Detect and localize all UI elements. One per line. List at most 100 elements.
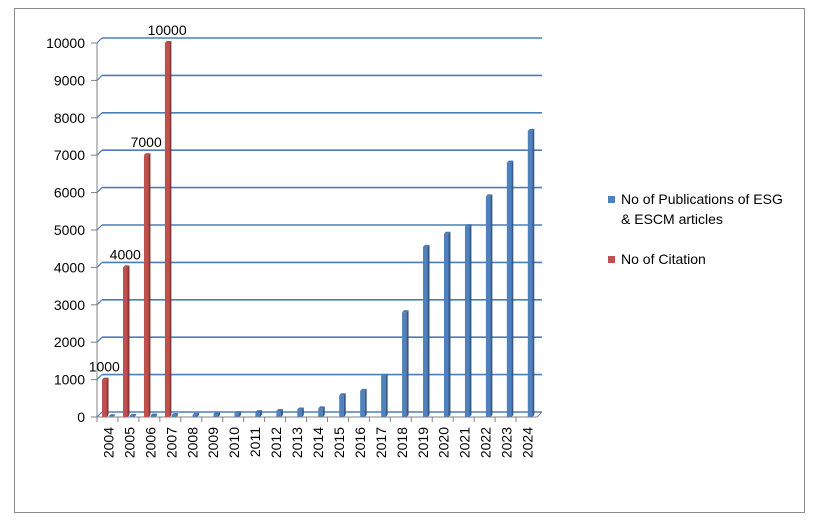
x-tick-label: 2004 — [100, 427, 116, 458]
gridline-depth — [96, 149, 103, 156]
gridline-depth — [96, 411, 103, 418]
x-tick-label: 2006 — [142, 427, 158, 458]
x-tick-label: 2019 — [415, 427, 431, 458]
bar-publications-side — [259, 410, 262, 417]
bar-publications-top — [485, 194, 493, 197]
bar-publications-top — [381, 373, 388, 376]
bar-publications — [381, 375, 386, 417]
gridline-depth — [96, 37, 103, 44]
bar-publications-top — [297, 407, 304, 410]
x-tick-label: 2020 — [436, 427, 452, 458]
bar-citation-top — [143, 153, 151, 156]
bar-publications-side — [322, 406, 325, 417]
bar-citation-side — [169, 41, 172, 417]
bar-publications-side — [448, 231, 451, 417]
bar-publications — [339, 395, 344, 417]
bar-citation-side — [127, 265, 130, 417]
bar-publications — [192, 414, 198, 417]
bar-publications — [276, 411, 281, 417]
x-tick-label: 2013 — [289, 427, 305, 458]
bar-publications-side — [490, 194, 493, 417]
legend-item-citation: No of Citation — [608, 249, 788, 269]
bar-publications-top — [339, 393, 346, 396]
bar-publications — [213, 414, 219, 417]
bar-citation-top — [164, 41, 172, 43]
x-tick-label: 2011 — [247, 427, 263, 457]
x-tick-label: 2009 — [205, 427, 221, 458]
bar-publications — [318, 408, 323, 417]
x-tick-label: 2017 — [373, 427, 389, 458]
legend-label-publications: No of Publications of ESG & ESCM article… — [621, 191, 783, 227]
legend-swatch-citation — [608, 256, 615, 263]
bar-publications — [171, 415, 177, 417]
bar-citation — [164, 43, 170, 417]
bar-citation-side — [148, 153, 151, 417]
x-tick-label: 2016 — [352, 427, 368, 458]
y-tick-label: 6000 — [54, 185, 85, 201]
bar-publications-top — [464, 224, 472, 227]
data-label-citation: 7000 — [131, 134, 162, 150]
bar-publications-side — [197, 412, 200, 417]
bar-publications — [129, 415, 135, 417]
bar-publications-top — [108, 414, 116, 417]
y-tick-label: 10000 — [46, 35, 85, 51]
legend-swatch-publications — [608, 196, 615, 203]
x-tick-label: 2024 — [520, 427, 536, 458]
y-tick-label: 2000 — [54, 334, 85, 350]
bar-publications-top — [506, 160, 514, 163]
chart-frame: 0 1000 2000 3000 4000 5000 6000 7000 8000 9000 100… — [14, 8, 805, 513]
x-axis-depth — [536, 411, 543, 418]
bar-publications — [527, 130, 533, 417]
bar-publications-top — [129, 413, 137, 416]
bar-publications — [464, 226, 470, 417]
bar-publications-side — [238, 411, 241, 417]
bar-publications — [423, 246, 428, 417]
bar-citation-top — [122, 265, 130, 268]
x-tick-label: 2018 — [394, 427, 410, 458]
legend-label-citation: No of Citation — [621, 251, 706, 267]
bar-publications — [485, 196, 491, 417]
y-tick-label: 3000 — [54, 297, 85, 313]
bar-publications — [255, 412, 260, 417]
bar-publications-top — [171, 413, 179, 416]
bar-publications-top — [234, 411, 241, 414]
x-tick-label: 2012 — [268, 427, 284, 458]
x-tick-label: 2008 — [184, 427, 200, 458]
bar-publications-top — [402, 310, 409, 313]
y-tick-label: 0 — [77, 409, 85, 425]
bar-publications-top — [443, 231, 451, 234]
bar-publications-side — [176, 413, 179, 417]
gridline-depth — [96, 112, 103, 119]
bar-citation-side — [106, 377, 109, 417]
y-tick-label: 7000 — [54, 147, 85, 163]
y-tick-label: 1000 — [54, 372, 85, 388]
gridline-depth — [96, 299, 103, 306]
bar-publications-top — [318, 406, 325, 409]
gridline-depth — [96, 374, 103, 381]
x-tick-label: 2010 — [226, 427, 242, 458]
bar-publications — [150, 415, 156, 417]
bar-publications-side — [301, 407, 304, 417]
x-tick-label: 2021 — [457, 427, 473, 458]
gridline-depth — [96, 336, 103, 343]
bar-publications — [234, 413, 239, 417]
x-tick-label: 2022 — [478, 427, 494, 458]
gridline-depth — [96, 224, 103, 231]
bar-publications-side — [511, 160, 514, 417]
bar-publications-side — [364, 388, 367, 417]
legend-item-publications: No of Publications of ESG & ESCM article… — [608, 189, 788, 229]
bar-citation-top — [102, 377, 109, 380]
x-tick-label: 2007 — [163, 427, 179, 458]
bar-publications-top — [360, 388, 367, 391]
bar-citation — [143, 155, 149, 417]
bar-publications-side — [406, 310, 409, 417]
bar-publications-top — [192, 412, 200, 415]
bar-publications-top — [276, 409, 283, 412]
bar-publications-side — [385, 373, 388, 417]
data-label-citation: 10000 — [148, 22, 187, 38]
x-tick-label: 2023 — [499, 427, 515, 458]
gridline-depth — [96, 261, 103, 268]
x-tick-label: 2005 — [121, 427, 137, 458]
bar-publications-side — [469, 224, 472, 417]
bar-publications — [506, 162, 512, 417]
